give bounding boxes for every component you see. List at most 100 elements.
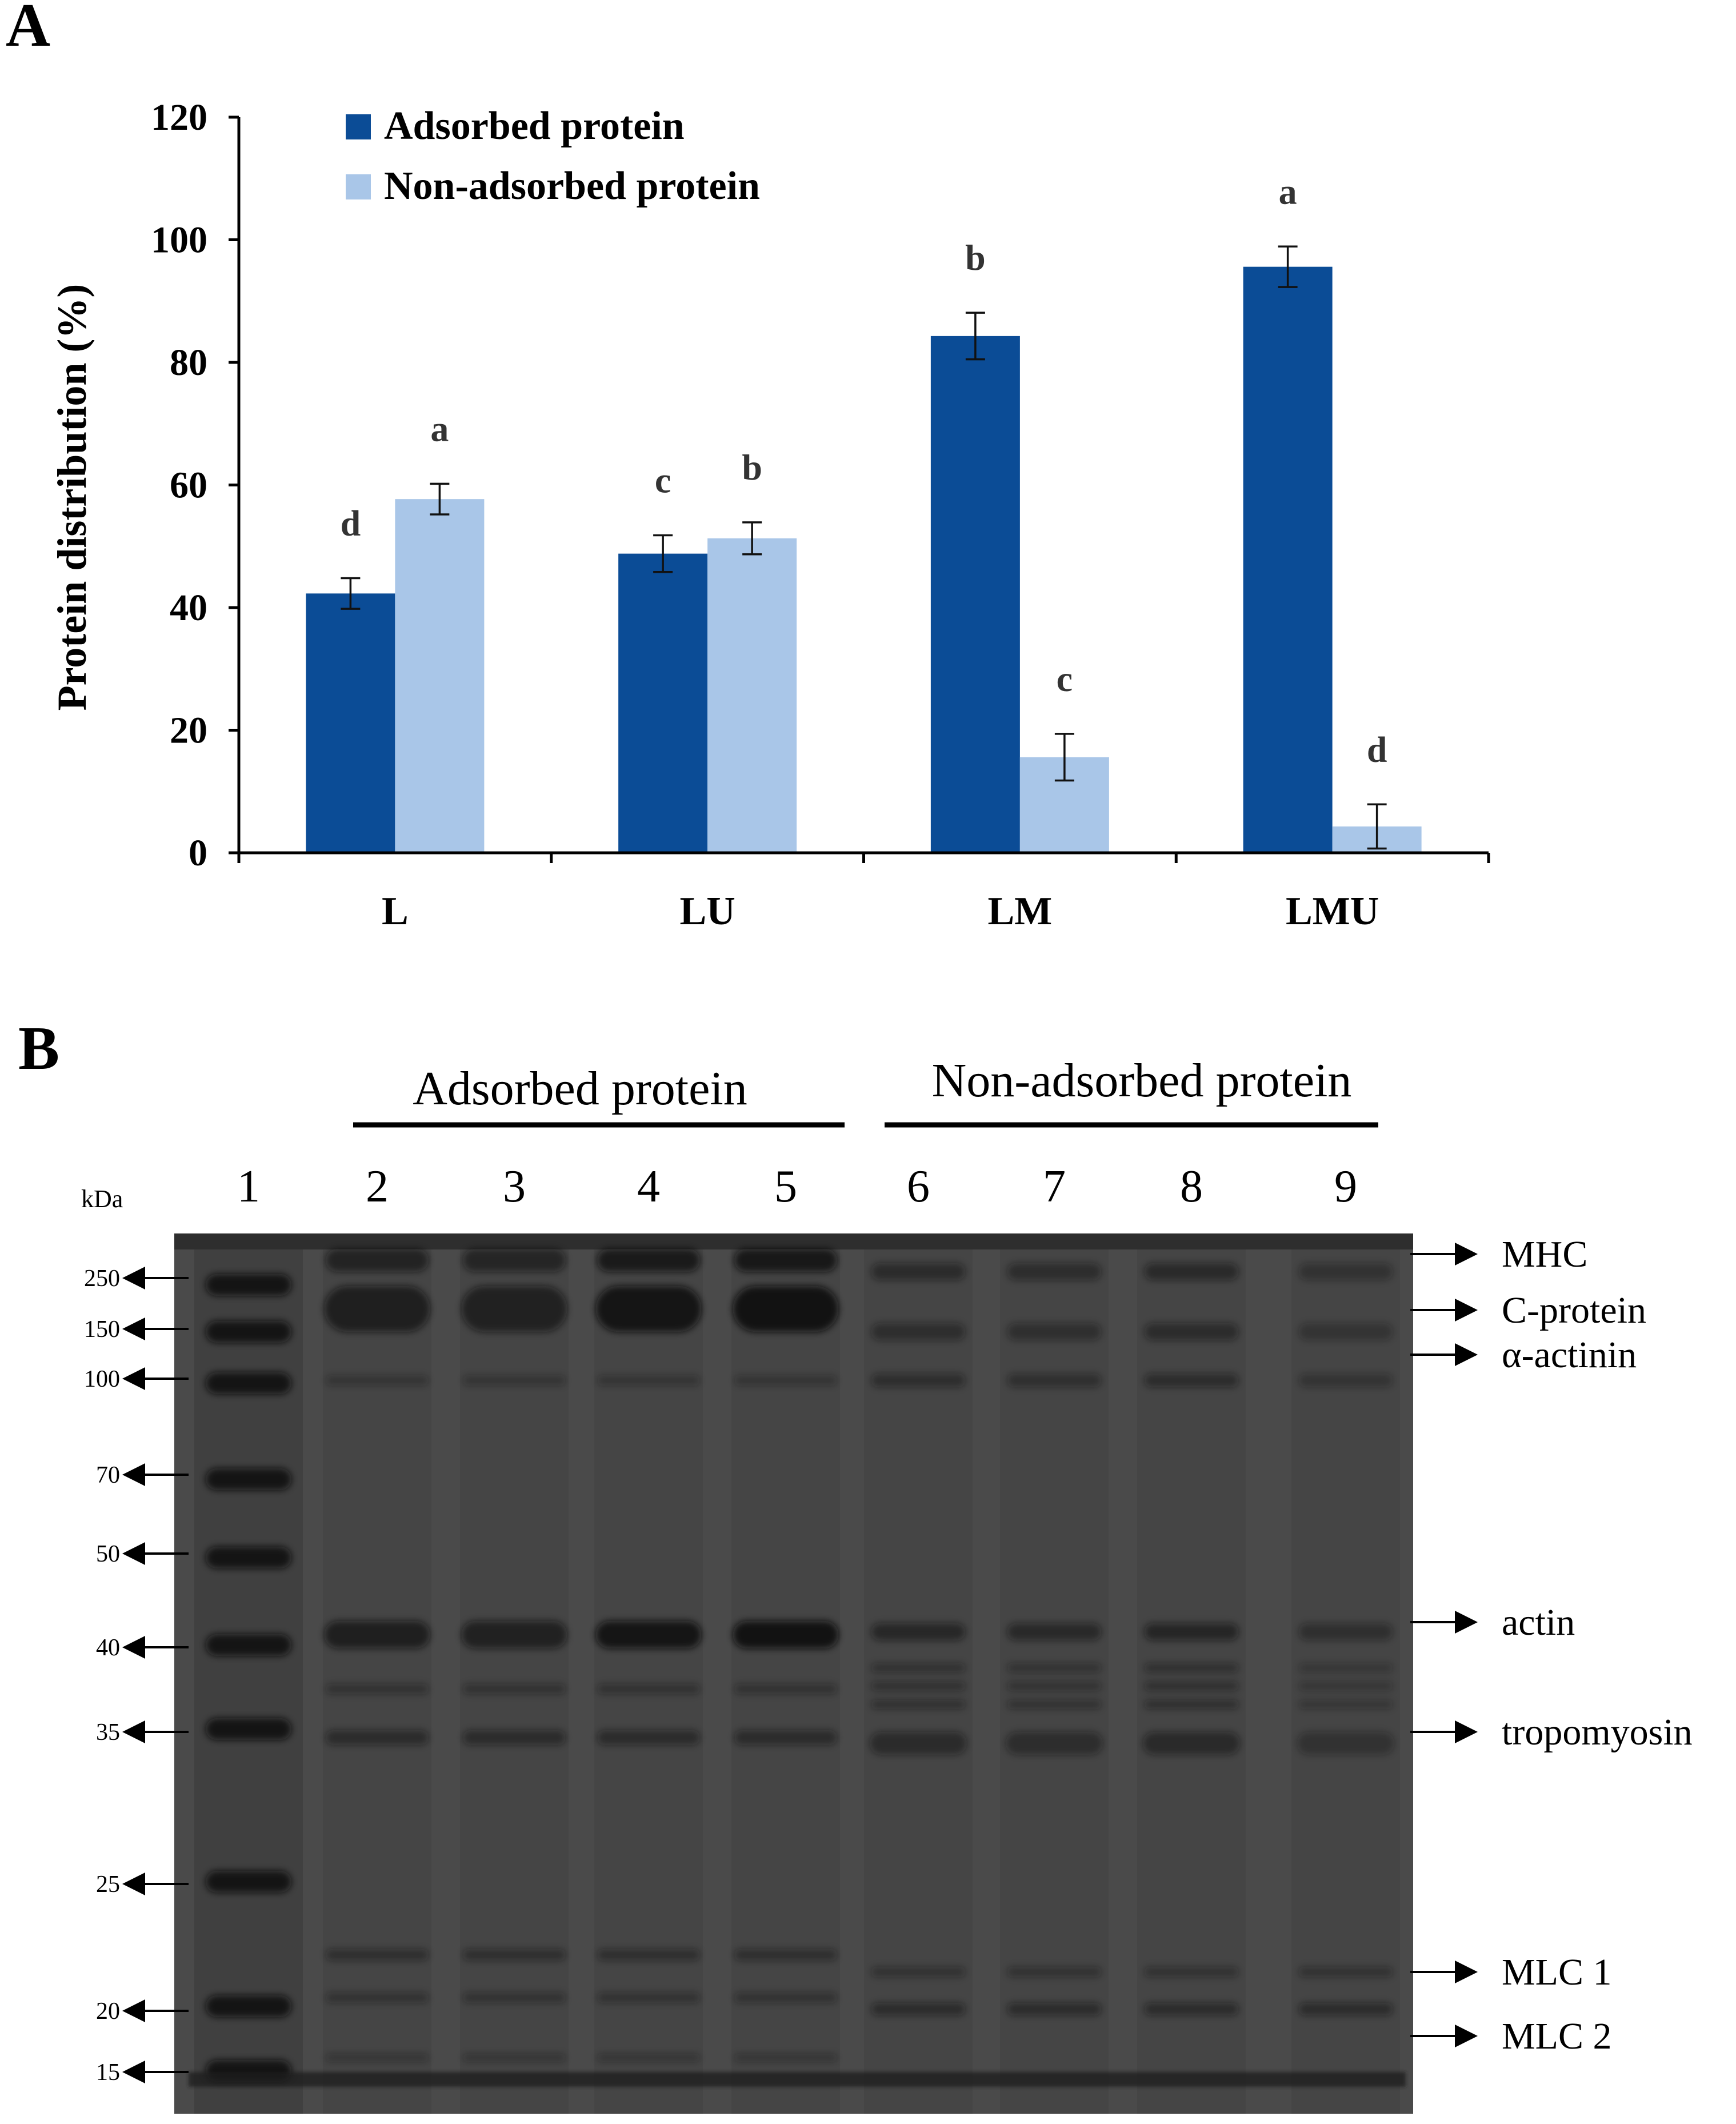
significance-letter: d <box>1367 729 1387 769</box>
gel-band <box>206 1634 291 1656</box>
gel-band <box>1007 1663 1102 1672</box>
gel-band <box>734 1730 837 1745</box>
gel-band <box>206 1372 291 1394</box>
panel-a-letter: A <box>6 0 50 59</box>
lane-number: 9 <box>1334 1161 1357 1212</box>
gel-band <box>326 1249 429 1272</box>
lane-number: 7 <box>1043 1161 1066 1212</box>
lane-numbers: 1 2 3 4 5 6 7 8 9 <box>237 1161 1357 1212</box>
y-axis-ticks: 0 20 40 60 80 100 120 <box>151 97 239 874</box>
kda-label: kDa <box>81 1185 123 1213</box>
category-label: LM <box>987 889 1052 933</box>
gel-band <box>463 1249 566 1272</box>
gel-band <box>871 2003 966 2015</box>
gel-band <box>1297 1732 1394 1755</box>
band-label: MLC 1 <box>1502 1951 1612 1993</box>
y-tick-label: 60 <box>170 465 207 506</box>
lane-number: 3 <box>503 1161 526 1212</box>
gel-band <box>1144 1374 1239 1387</box>
gel-band <box>463 1730 566 1745</box>
gel-band <box>1007 1623 1102 1640</box>
gel-band <box>1144 1323 1239 1340</box>
gel-group-adsorbed: Adsorbed protein <box>413 1062 747 1115</box>
gel-band <box>1007 1374 1102 1387</box>
sds-page-gel <box>174 1233 1413 2114</box>
gel-band <box>206 1468 291 1490</box>
lane-number: 8 <box>1180 1161 1203 1212</box>
gel-band <box>1144 1263 1239 1280</box>
marker-label: 35 <box>96 1719 120 1746</box>
significance-letter: a <box>1279 171 1297 211</box>
gel-band <box>326 1684 429 1694</box>
gel-band <box>326 1949 429 1961</box>
gel-band <box>1298 1323 1393 1340</box>
y-tick-label: 0 <box>189 832 207 874</box>
gel-band <box>206 1718 291 1740</box>
marker-label: 20 <box>96 1998 120 2025</box>
gel-band <box>1007 1263 1102 1280</box>
marker-label: 70 <box>96 1462 120 1488</box>
gel-band <box>206 1321 291 1343</box>
gel-band <box>1144 1663 1239 1672</box>
bar-adsorbed <box>1243 266 1333 853</box>
lane-number: 1 <box>237 1161 260 1212</box>
bar-non-adsorbed <box>707 538 797 853</box>
marker-label: 25 <box>96 1871 120 1898</box>
marker-label: 100 <box>84 1366 120 1392</box>
gel-band <box>1298 1967 1393 1977</box>
gel-band <box>733 1286 839 1332</box>
legend-label-non-adsorbed: Non-adsorbed protein <box>384 164 760 208</box>
gel-band <box>871 1682 966 1691</box>
gel-band <box>463 1949 566 1961</box>
gel-band <box>871 1263 966 1280</box>
gel-band <box>870 1732 967 1755</box>
gel-band <box>1298 1263 1393 1280</box>
band-label: C-protein <box>1502 1289 1646 1331</box>
gel-band <box>326 1375 429 1386</box>
gel-band <box>1144 1623 1239 1640</box>
x-axis-ticks <box>237 853 1490 863</box>
gel-band <box>461 1621 567 1648</box>
gel-band <box>1298 1374 1393 1387</box>
gel-band <box>463 1375 566 1386</box>
gel-band <box>1298 2003 1393 2015</box>
gel-band <box>734 1375 837 1386</box>
gel-group-non-adsorbed: Non-adsorbed protein <box>932 1054 1352 1107</box>
y-tick-label: 120 <box>151 97 207 138</box>
legend: Adsorbed protein Non-adsorbed protein <box>346 104 760 208</box>
gel-band <box>871 1374 966 1387</box>
bar-adsorbed <box>618 553 708 853</box>
gel-band <box>1144 1700 1239 1709</box>
gel-band <box>871 1323 966 1340</box>
category-label: L <box>382 889 409 933</box>
category-label: LMU <box>1286 889 1379 933</box>
gel-band <box>597 1375 700 1386</box>
bar-chart: 0 20 40 60 80 100 120 d a c b b c a d L LU LM LMU <box>151 97 1490 933</box>
gel-band <box>871 1663 966 1672</box>
significance-letter: c <box>1057 658 1073 699</box>
lane-number: 4 <box>637 1161 660 1212</box>
marker-label: 250 <box>84 1265 120 1292</box>
lane-number: 5 <box>774 1161 797 1212</box>
panel-b-letter: B <box>18 1015 59 1083</box>
gel-band <box>734 1949 837 1961</box>
band-label: α-actinin <box>1502 1334 1637 1376</box>
significance-letter: d <box>341 503 361 544</box>
gel-band <box>597 1684 700 1694</box>
gel-band <box>463 1684 566 1694</box>
lane-number: 6 <box>907 1161 930 1212</box>
gel-band <box>595 1286 702 1332</box>
gel-band <box>461 1286 567 1332</box>
gel-band <box>871 1700 966 1709</box>
significance-letter: c <box>655 460 671 500</box>
bars <box>306 266 1422 853</box>
gel-band <box>1007 1700 1102 1709</box>
y-tick-label: 20 <box>170 710 207 752</box>
gel-band <box>206 1995 291 2017</box>
gel-band <box>1144 1682 1239 1691</box>
gel-band <box>1298 1623 1393 1640</box>
legend-label-adsorbed: Adsorbed protein <box>384 104 685 148</box>
gel-band <box>734 1249 837 1272</box>
